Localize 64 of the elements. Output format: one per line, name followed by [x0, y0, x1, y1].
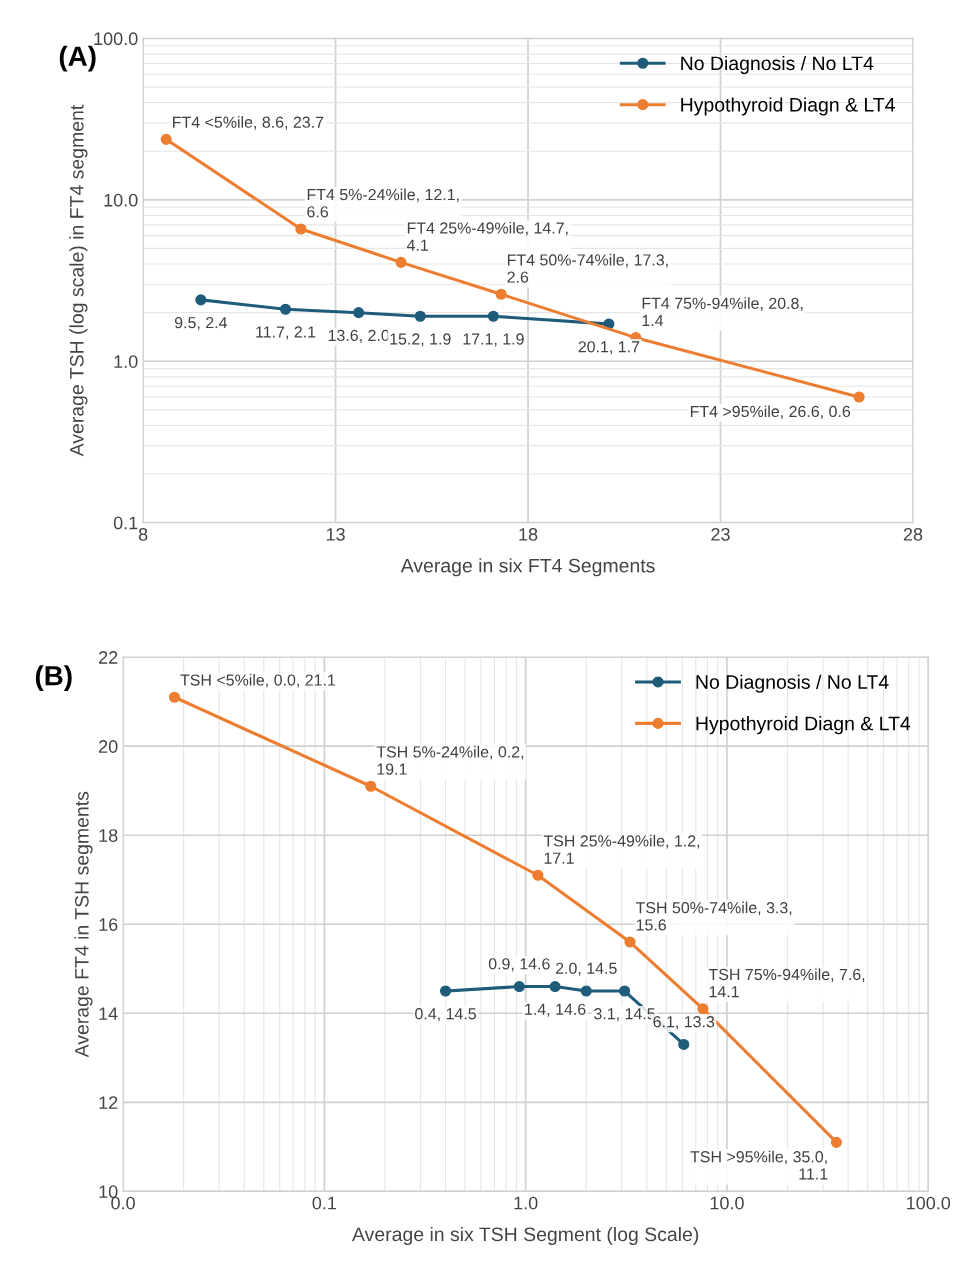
data-label: FT4 5%-24%ile, 12.1, 6.6 — [307, 188, 459, 218]
data-label: 0.4, 14.5 — [415, 1008, 476, 1022]
y-tick-label: 14 — [99, 1007, 118, 1020]
point — [160, 133, 172, 145]
x-tick-label: 18 — [519, 527, 538, 541]
legend-label: No Diagnosis / No LT4 — [696, 674, 889, 693]
data-label: FT4 25%-49%ile, 14.7, 4.1 — [406, 221, 568, 251]
data-label: TSH <5%ile, 0.0, 21.1 — [180, 673, 336, 688]
y-tick-label: 12 — [99, 1096, 118, 1109]
data-label: 15.2, 1.9 — [390, 333, 451, 347]
y-tick-label: 10 — [99, 1185, 118, 1199]
y-axis-title: Average TSH (log scale) in FT4 segment — [69, 104, 88, 457]
point — [853, 391, 865, 403]
data-label: FT4 >95%ile, 26.6, 0.6 — [690, 405, 851, 419]
x-tick-label: 23 — [711, 527, 730, 541]
data-label: TSH >95%ile, 35.0, 11.1 — [690, 1150, 828, 1180]
x-tick-label: 0.0 — [111, 1196, 135, 1210]
x-axis-title: Average in six FT4 Segments — [400, 558, 655, 577]
data-label: 20.1, 1.7 — [578, 341, 640, 355]
point — [195, 294, 207, 306]
y-tick-label: 1.0 — [114, 355, 138, 368]
data-label: FT4 <5%ile, 8.6, 23.7 — [173, 116, 324, 130]
point — [495, 288, 507, 300]
y-tick-label: 10.0 — [104, 193, 138, 207]
point — [395, 256, 407, 268]
chart-title: (A) — [59, 45, 96, 72]
x-tick-label: 10.0 — [710, 1196, 744, 1210]
legend-label: No Diagnosis / No LT4 — [681, 55, 874, 75]
x-axis-title: Average in six TSH Segment (log Scale) — [352, 1226, 699, 1246]
point — [353, 307, 365, 319]
y-tick-label: 18 — [99, 829, 118, 842]
point — [487, 310, 499, 322]
data-label: TSH 50%-74%ile, 3.3, 15.6 — [635, 901, 792, 931]
data-label: 11.7, 2.1 — [256, 326, 316, 340]
y-tick-label: 20 — [99, 740, 118, 753]
data-label: 9.5, 2.4 — [174, 316, 228, 331]
y-axis-title: Average FT4 in TSH segments — [74, 791, 93, 1058]
data-label: FT4 50%-74%ile, 17.3, 2.6 — [507, 253, 668, 283]
data-label: TSH 25%-49%ile, 1.2, 17.1 — [543, 834, 700, 864]
data-label: 13.6, 2.0 — [328, 329, 390, 343]
x-tick-label: 13 — [326, 527, 345, 541]
data-label: TSH 75%-94%ile, 7.6, 14.1 — [708, 968, 865, 998]
x-tick-label: 28 — [903, 527, 923, 541]
data-label: 0.9, 14.6 — [488, 958, 550, 972]
data-label: 1.4, 14.6 — [525, 1003, 586, 1017]
point — [295, 223, 307, 235]
data-label: TSH 5%-24%ile, 0.2, 19.1 — [376, 745, 524, 775]
data-label: 17.1, 1.9 — [463, 333, 524, 347]
x-tick-label: 8 — [138, 527, 148, 541]
y-tick-label: 16 — [99, 918, 118, 931]
y-tick-label: 22 — [99, 651, 118, 664]
legend-label: Hypothyroid Diagn & LT4 — [681, 97, 895, 116]
legend-label: Hypothyroid Diagn & LT4 — [696, 716, 911, 735]
y-tick-label: 0.1 — [113, 516, 138, 530]
data-label: FT4 75%-94%ile, 20.8, 1.4 — [642, 297, 803, 327]
data-label: 6.1, 13.3 — [653, 1016, 715, 1030]
point — [414, 310, 426, 322]
chart-title: (B) — [35, 665, 72, 692]
x-tick-label: 100.0 — [907, 1196, 951, 1210]
x-tick-label: 0.1 — [312, 1196, 337, 1210]
data-label: 2.0, 14.5 — [555, 962, 617, 976]
y-tick-label: 100.0 — [94, 32, 138, 46]
x-tick-label: 1.0 — [514, 1196, 538, 1210]
point — [279, 303, 292, 315]
